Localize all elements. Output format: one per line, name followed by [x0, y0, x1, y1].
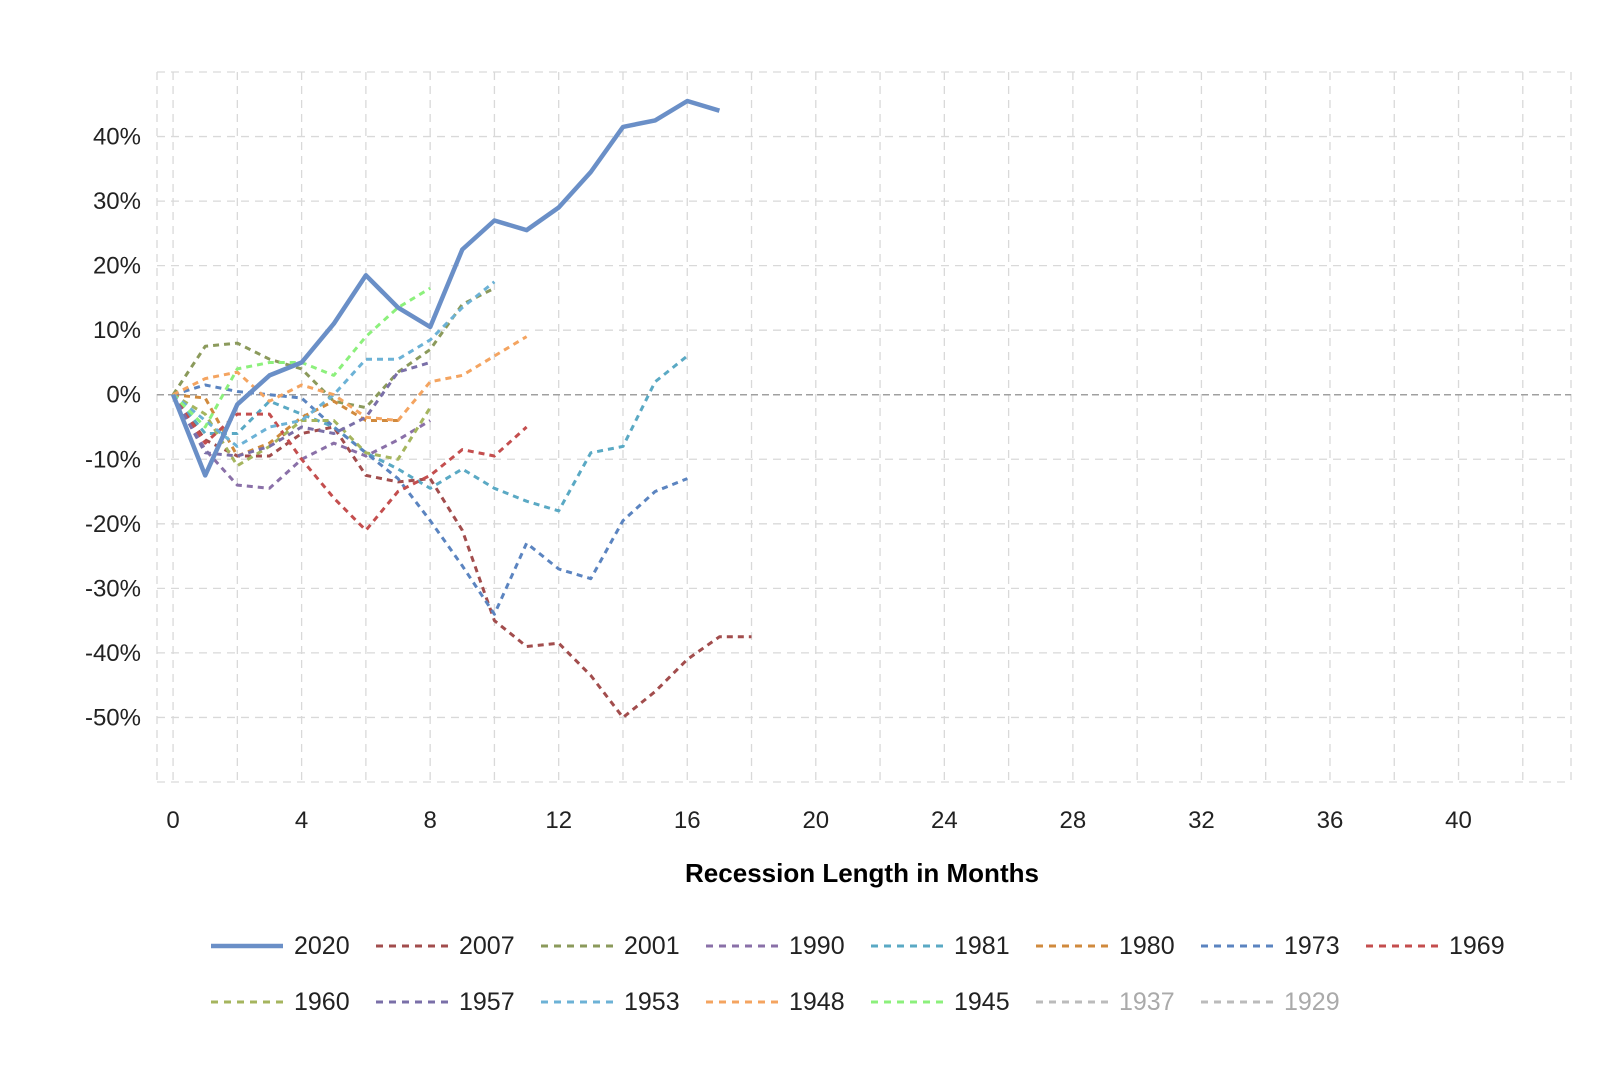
x-axis-title: Recession Length in Months: [685, 858, 1039, 888]
y-tick-label: 10%: [93, 317, 141, 344]
y-tick-label: -10%: [85, 446, 141, 473]
legend-item-2020[interactable]: 2020: [211, 932, 350, 960]
legend-item-1957[interactable]: 1957: [376, 988, 515, 1016]
grid: [156, 71, 1572, 783]
y-tick-label: -30%: [85, 575, 141, 602]
legend-label: 1945: [954, 988, 1010, 1016]
y-tick-label: 40%: [93, 124, 141, 151]
series-line-1969: [171, 393, 528, 532]
legend-item-1960[interactable]: 1960: [211, 988, 350, 1016]
series-line-1948: [172, 335, 528, 422]
series-lines: [171, 98, 752, 719]
y-tick-label: 30%: [93, 188, 141, 215]
legend-label: 2007: [459, 932, 515, 960]
legend-item-1969[interactable]: 1969: [1366, 932, 1505, 960]
x-tick-label: 40: [1445, 807, 1472, 834]
x-tick-label: 8: [423, 807, 436, 834]
x-tick-label: 20: [802, 807, 829, 834]
legend-label: 1969: [1449, 932, 1505, 960]
legend-item-1937[interactable]: 1937: [1036, 988, 1175, 1016]
series-line-1953: [172, 280, 496, 448]
x-tick-label: 36: [1317, 807, 1344, 834]
y-tick-label: 20%: [93, 253, 141, 280]
legend-item-1953[interactable]: 1953: [541, 988, 680, 1016]
legend-item-1948[interactable]: 1948: [706, 988, 845, 1016]
x-tick-label: 16: [674, 807, 701, 834]
y-tick-label: 0%: [106, 382, 141, 409]
series-line-2007: [171, 393, 752, 719]
legend-item-1973[interactable]: 1973: [1201, 932, 1340, 960]
legend-label: 1929: [1284, 988, 1340, 1016]
series-line-1981: [171, 354, 689, 513]
legend-item-1990[interactable]: 1990: [706, 932, 845, 960]
legend-label: 1953: [624, 988, 680, 1016]
series-line-2001: [171, 286, 496, 410]
y-axis-ticks: 40% 30% 20% 10% 0% -10% -20% -30% -40% -50%: [85, 124, 141, 732]
x-tick-label: 4: [295, 807, 308, 834]
series-line-1973: [172, 383, 688, 616]
legend-item-1945[interactable]: 1945: [871, 988, 1010, 1016]
legend-item-1981[interactable]: 1981: [871, 932, 1010, 960]
legend-label: 1990: [789, 932, 845, 960]
x-tick-label: 32: [1188, 807, 1215, 834]
legend-label: 2020: [294, 932, 350, 960]
series-line-1960: [172, 393, 432, 468]
legend-label: 1937: [1119, 988, 1175, 1016]
legend-label: 1973: [1284, 932, 1340, 960]
x-tick-label: 0: [166, 807, 179, 834]
x-tick-label: 24: [931, 807, 958, 834]
legend-item-2007[interactable]: 2007: [376, 932, 515, 960]
y-tick-label: -40%: [85, 640, 141, 667]
legend-item-1980[interactable]: 1980: [1036, 932, 1175, 960]
x-tick-label: 28: [1060, 807, 1087, 834]
y-tick-label: -50%: [85, 704, 141, 731]
legend: 2020 2007 2001 1990 1981 1980 1973 1969 1960 1957…: [211, 932, 1505, 1016]
series-line-2020: [171, 98, 721, 478]
y-tick-label: -20%: [85, 511, 141, 538]
legend-item-1929[interactable]: 1929: [1201, 988, 1340, 1016]
legend-label: 1981: [954, 932, 1010, 960]
x-axis-ticks: 0 4 8 12 16 20 24 28 32 36 40: [166, 807, 1471, 834]
legend-label: 1960: [294, 988, 350, 1016]
x-tick-label: 12: [545, 807, 572, 834]
legend-label: 1980: [1119, 932, 1175, 960]
legend-label: 2001: [624, 932, 680, 960]
legend-label: 1948: [789, 988, 845, 1016]
legend-item-2001[interactable]: 2001: [541, 932, 680, 960]
legend-label: 1957: [459, 988, 515, 1016]
